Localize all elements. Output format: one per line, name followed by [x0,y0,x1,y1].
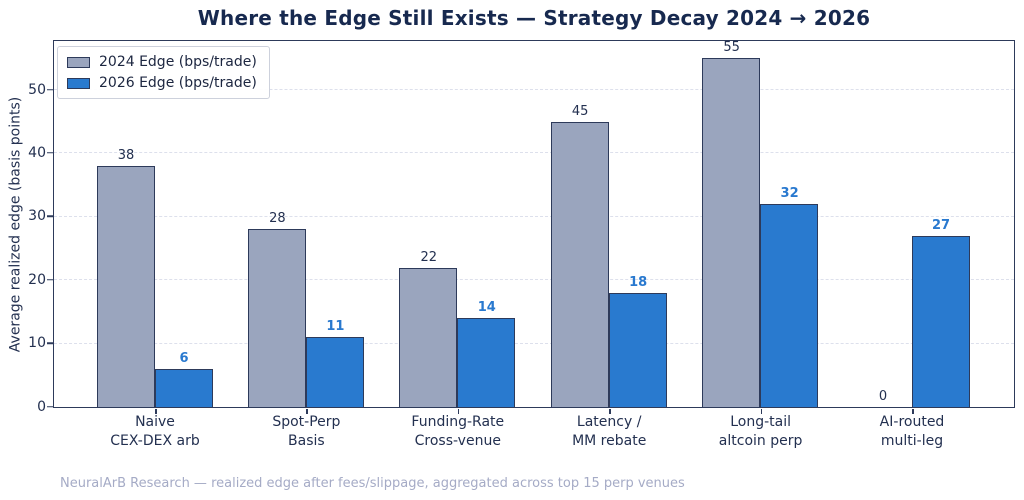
value-label-2024-cat4: 55 [723,40,740,56]
value-label-2026-cat0: 6 [179,350,189,366]
bar-2026-cat1 [305,337,364,407]
y-tick-mark [47,88,53,91]
value-label-2026-cat5: 27 [931,217,951,233]
value-label-2024-cat3: 45 [571,103,589,119]
value-label-2026-cat4: 32 [780,186,799,202]
value-label-2024-cat2: 22 [420,249,438,265]
value-label-2026-cat3: 18 [629,274,648,290]
y-tick-mark [47,152,53,154]
legend-item-2026: 2026 Edge (bps/trade) [67,75,257,91]
gridline-y30 [54,215,1014,217]
y-tick-label-40: 40 [28,144,46,161]
y-tick-label-20: 20 [28,271,46,288]
gridline-y10 [54,342,1014,344]
x-tick-mark [457,409,460,414]
x-tick-label-cat3: Latency / MM rebate [572,414,647,449]
plot-area [53,40,1015,408]
y-tick-mark [47,215,53,218]
footer-note: NeuralArB Research — realized edge after… [60,476,685,491]
bar-2026-cat5 [911,235,970,407]
x-tick-label-cat2: Funding-Rate Cross-venue [411,414,505,449]
y-axis-label: Average realized edge (basis points) [7,96,24,353]
bar-2024-cat4 [702,58,761,407]
x-tick-label-cat5: AI-routed multi-leg [879,414,945,449]
value-label-2024-cat0: 38 [117,148,135,164]
x-tick-label-cat1: Spot-Perp Basis [272,414,341,449]
legend-label: 2024 Edge (bps/trade) [99,54,257,70]
bar-2026-cat0 [154,368,213,407]
bar-2026-cat3 [608,292,667,407]
value-label-2024-cat5: 0 [878,389,888,404]
x-tick-label-cat4: Long-tail altcoin perp [718,414,803,449]
bar-2024-cat0 [96,166,155,407]
x-tick-mark [155,409,157,414]
bar-2024-cat3 [550,121,609,407]
legend-swatch-icon [67,77,90,89]
x-tick-mark [609,409,611,414]
x-tick-label-cat0: Naive CEX-DEX arb [110,414,200,449]
y-tick-label-10: 10 [28,335,46,352]
bar-2024-cat2 [399,267,458,407]
gridline-y40 [54,152,1014,154]
legend-label: 2026 Edge (bps/trade) [99,75,257,91]
x-tick-mark [760,409,763,414]
value-label-2024-cat1: 28 [269,211,286,227]
legend-swatch-icon [67,56,90,68]
legend-item-2024: 2024 Edge (bps/trade) [67,54,257,70]
chart-title: Where the Edge Still Exists — Strategy D… [197,6,871,30]
y-tick-mark [47,278,53,281]
y-tick-label-50: 50 [28,81,46,98]
x-tick-mark [912,409,914,414]
legend: 2024 Edge (bps/trade) 2026 Edge (bps/trad… [57,46,270,99]
value-label-2026-cat1: 11 [326,319,345,335]
x-tick-mark [306,409,308,414]
y-tick-label-30: 30 [28,208,46,225]
bar-2024-cat1 [247,229,306,407]
y-tick-label-0: 0 [37,398,46,415]
gridline-y20 [54,279,1014,281]
y-tick-mark [47,342,53,344]
gridline-y50 [54,89,1014,90]
bar-2026-cat2 [457,318,516,407]
y-tick-mark [47,405,53,408]
value-label-2026-cat2: 14 [477,300,496,316]
bar-2026-cat4 [760,204,819,407]
